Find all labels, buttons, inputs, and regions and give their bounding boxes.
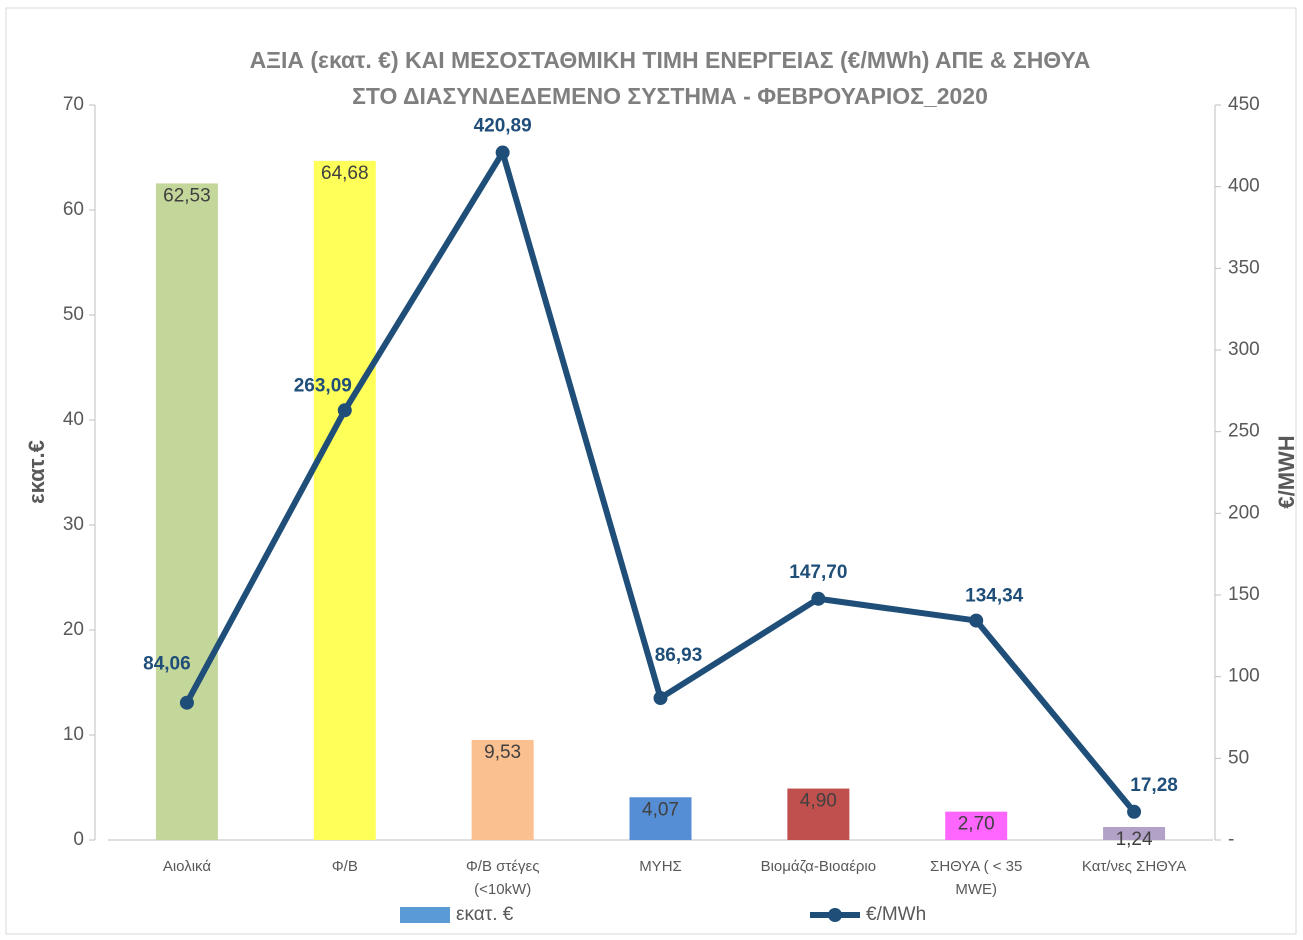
bar-value-label: 2,70: [958, 814, 995, 835]
y2-tick-label: 350: [1228, 257, 1260, 278]
line-marker: [1127, 804, 1142, 819]
line-value-label: 17,28: [1130, 775, 1178, 796]
chart-border: [5, 7, 1297, 935]
y2-tick-label: 150: [1228, 584, 1260, 605]
bar: [471, 739, 534, 840]
y2-tick-label: 450: [1228, 94, 1260, 115]
y-tick-label: 60: [63, 199, 84, 220]
x-tick-label: Κατ/νες ΣΗΘΥΑ: [1082, 858, 1186, 875]
y2-tick-label: -: [1228, 829, 1234, 850]
line-value-label: 420,89: [474, 116, 532, 137]
chart-title: ΑΞΙΑ (εκατ. €) ΚΑΙ ΜΕΣΟΣΤΑΘΜΙΚΗ ΤΙΜΗ ΕΝΕ…: [250, 47, 1091, 73]
y-tick-label: 0: [73, 829, 84, 850]
line-value-label: 134,34: [965, 586, 1024, 607]
y2-tick-label: 400: [1228, 176, 1260, 197]
bar-value-label: 62,53: [163, 185, 211, 206]
x-tick-label: Αιολικά: [163, 858, 212, 875]
bar-value-label: 9,53: [484, 742, 521, 763]
line-value-label: 147,70: [789, 562, 847, 583]
x-tick-label: Φ/Β: [332, 858, 358, 875]
line-marker: [811, 591, 826, 606]
line-marker: [495, 145, 510, 160]
line-marker: [969, 613, 984, 628]
line-value-label: 86,93: [655, 645, 703, 666]
line-marker: [653, 691, 668, 706]
y2-tick-label: 50: [1228, 747, 1249, 768]
y2-tick-label: 250: [1228, 421, 1260, 442]
x-tick-label: ΜΥΗΣ: [639, 858, 682, 875]
y2-tick-label: 100: [1228, 666, 1260, 687]
bar: [1103, 826, 1166, 840]
bar-value-label: 64,68: [321, 163, 369, 184]
y-tick-label: 10: [63, 724, 84, 745]
y2-axis-title: €/MWH: [1274, 435, 1299, 508]
bar-value-label: 4,07: [642, 799, 679, 820]
legend-marker: [828, 908, 842, 922]
y-tick-label: 70: [63, 94, 84, 115]
line-marker: [179, 695, 194, 710]
bar: [787, 788, 850, 840]
bar: [629, 797, 692, 840]
line-marker: [337, 403, 352, 418]
bar: [155, 183, 218, 840]
bar: [945, 811, 1008, 840]
legend-label: €/MWh: [866, 904, 926, 925]
y2-tick-label: 300: [1228, 339, 1260, 360]
chart-title: ΣΤΟ ΔΙΑΣΥΝΔΕΔΕΜΕΝΟ ΣΥΣΤΗΜΑ - ΦΕΒΡΟΥΑΡΙΟΣ…: [352, 83, 988, 109]
y-tick-label: 30: [63, 514, 84, 535]
line-value-label: 84,06: [143, 654, 191, 675]
legend-label: εκατ. €: [456, 904, 514, 925]
line-value-label: 263,09: [294, 375, 352, 396]
y-axis-title: εκατ.€: [24, 440, 49, 504]
bar-value-label: 1,24: [1116, 829, 1153, 850]
y2-tick-label: 200: [1228, 502, 1260, 523]
x-tick-label: Βιομάζα-Βιοαέριο: [761, 858, 877, 875]
x-tick-label: ΣΗΘΥΑ ( < 35 MWE): [930, 858, 1022, 898]
x-tick-label: Φ/Β στέγες (<10kW): [466, 858, 540, 898]
legend-swatch: [400, 907, 450, 923]
bar: [313, 160, 376, 841]
y-tick-label: 20: [63, 619, 84, 640]
y-tick-label: 40: [63, 409, 84, 430]
y-tick-label: 50: [63, 304, 84, 325]
bar-value-label: 4,90: [800, 791, 837, 812]
